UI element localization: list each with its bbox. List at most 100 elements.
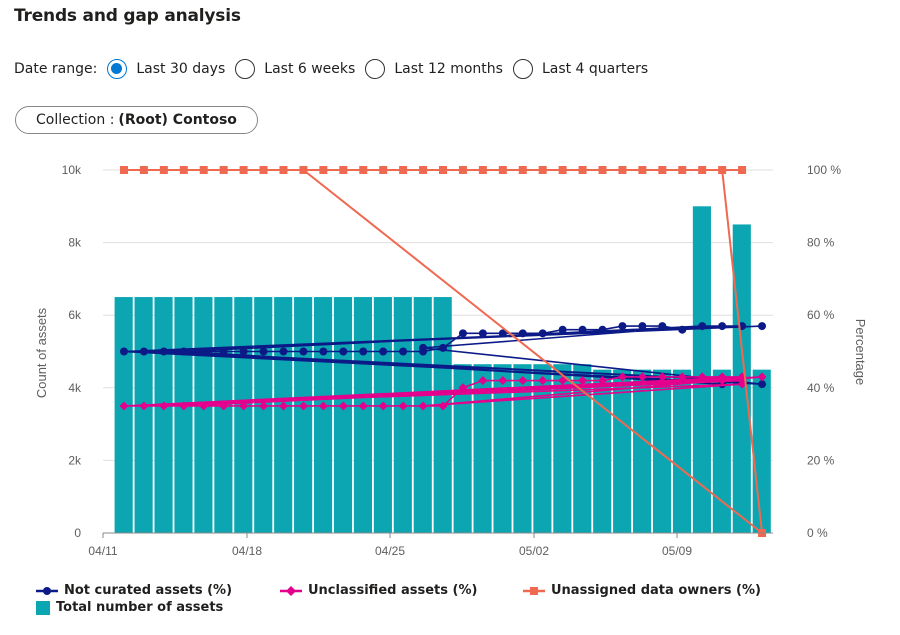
data-point[interactable] — [358, 401, 368, 411]
radio-last-6-weeks[interactable]: Last 6 weeks — [235, 59, 355, 79]
data-point[interactable] — [259, 347, 268, 356]
radio-circle-icon[interactable] — [107, 59, 128, 79]
data-point[interactable] — [718, 322, 727, 331]
data-point[interactable] — [319, 166, 328, 174]
data-point[interactable] — [478, 166, 487, 174]
data-point[interactable] — [618, 166, 627, 174]
data-point[interactable] — [199, 347, 208, 356]
data-point[interactable] — [239, 401, 249, 411]
data-point[interactable] — [697, 372, 707, 382]
data-point[interactable] — [678, 166, 687, 174]
data-point[interactable] — [518, 166, 527, 174]
data-point[interactable] — [119, 166, 128, 174]
data-point[interactable] — [498, 166, 507, 174]
collection-filter-button[interactable]: Collection : (Root) Contoso — [15, 106, 258, 134]
data-point[interactable] — [239, 166, 248, 174]
data-point[interactable] — [359, 166, 368, 174]
data-point[interactable] — [319, 347, 328, 356]
data-point[interactable] — [578, 166, 587, 174]
data-point[interactable] — [757, 372, 767, 382]
data-point[interactable] — [399, 347, 408, 356]
data-point[interactable] — [219, 401, 229, 411]
data-point[interactable] — [179, 166, 188, 174]
data-point[interactable] — [618, 322, 627, 331]
data-point[interactable] — [139, 166, 148, 174]
data-point[interactable] — [338, 401, 348, 411]
data-point[interactable] — [578, 376, 588, 386]
data-point[interactable] — [239, 347, 248, 356]
data-point[interactable] — [458, 166, 467, 174]
radio-circle-icon[interactable] — [365, 59, 386, 79]
data-point[interactable] — [558, 325, 567, 334]
data-point[interactable] — [339, 166, 348, 174]
data-point[interactable] — [159, 166, 168, 174]
data-point[interactable] — [677, 372, 687, 382]
data-point[interactable] — [538, 376, 548, 386]
data-point[interactable] — [378, 401, 388, 411]
data-point[interactable] — [318, 401, 328, 411]
data-point[interactable] — [299, 166, 308, 174]
data-point[interactable] — [598, 166, 607, 174]
data-point[interactable] — [139, 401, 149, 411]
data-point[interactable] — [617, 372, 627, 382]
data-point[interactable] — [159, 401, 169, 411]
data-point[interactable] — [438, 401, 448, 411]
data-point[interactable] — [418, 401, 428, 411]
data-point[interactable] — [119, 401, 129, 411]
data-point[interactable] — [259, 166, 268, 174]
legend-item-unclassified[interactable]: Unclassified assets (%) — [280, 583, 477, 598]
data-point[interactable] — [658, 166, 667, 174]
data-point[interactable] — [159, 347, 168, 356]
radio-last-12-months[interactable]: Last 12 months — [365, 59, 503, 79]
data-point[interactable] — [658, 322, 667, 331]
data-point[interactable] — [279, 166, 288, 174]
data-point[interactable] — [379, 166, 388, 174]
data-point[interactable] — [598, 376, 608, 386]
data-point[interactable] — [518, 329, 527, 338]
data-point[interactable] — [717, 376, 727, 386]
data-point[interactable] — [558, 376, 568, 386]
data-point[interactable] — [439, 343, 447, 352]
data-point[interactable] — [638, 322, 647, 331]
data-point[interactable] — [219, 166, 228, 174]
data-point[interactable] — [598, 325, 607, 334]
data-point[interactable] — [678, 325, 687, 334]
data-point[interactable] — [419, 166, 428, 174]
radio-circle-icon[interactable] — [512, 59, 533, 79]
data-point[interactable] — [698, 322, 707, 331]
data-point[interactable] — [737, 379, 747, 389]
data-point[interactable] — [657, 372, 667, 382]
data-point[interactable] — [518, 376, 528, 386]
data-point[interactable] — [478, 329, 487, 338]
data-point[interactable] — [119, 347, 128, 356]
data-point[interactable] — [538, 329, 547, 338]
data-point[interactable] — [758, 380, 767, 389]
data-point[interactable] — [738, 166, 747, 174]
radio-last-4-quarters[interactable]: Last 4 quarters — [512, 59, 648, 79]
data-point[interactable] — [698, 166, 707, 174]
data-point[interactable] — [379, 347, 388, 356]
data-point[interactable] — [199, 166, 208, 174]
radio-circle-icon[interactable] — [235, 59, 256, 79]
data-point[interactable] — [458, 383, 468, 393]
data-point[interactable] — [718, 166, 727, 174]
legend-item-total-assets[interactable]: Total number of assets — [36, 600, 223, 615]
data-point[interactable] — [219, 347, 228, 356]
data-point[interactable] — [478, 376, 488, 386]
data-point[interactable] — [279, 347, 288, 356]
data-point[interactable] — [538, 166, 547, 174]
data-point[interactable] — [498, 376, 508, 386]
data-point[interactable] — [398, 401, 408, 411]
data-point[interactable] — [637, 372, 647, 382]
data-point[interactable] — [758, 322, 767, 331]
data-point[interactable] — [638, 166, 647, 174]
radio-last-30-days[interactable]: Last 30 days — [107, 59, 225, 79]
data-point[interactable] — [139, 347, 148, 356]
data-point[interactable] — [179, 347, 188, 356]
data-point[interactable] — [399, 166, 408, 174]
data-point[interactable] — [498, 329, 507, 338]
data-point[interactable] — [259, 401, 269, 411]
data-point[interactable] — [578, 325, 587, 334]
data-point[interactable] — [199, 401, 209, 411]
data-point[interactable] — [179, 401, 189, 411]
